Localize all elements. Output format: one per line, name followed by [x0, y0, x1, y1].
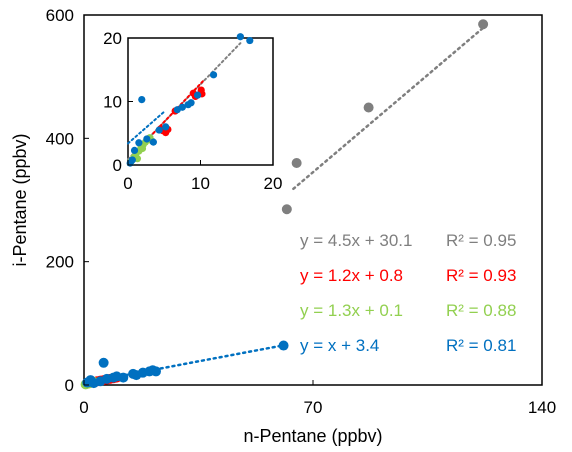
r-squared-green: R² = 0.88	[446, 301, 516, 320]
inset-y-tick-label: 10	[103, 93, 122, 112]
inset-tick-labels: 0 10 20 0 10 20	[103, 29, 282, 193]
inset-plot-frame	[127, 37, 274, 166]
inset-point-blue-6	[149, 138, 157, 146]
main-point-blue-14	[150, 366, 161, 377]
equation-blue: y = x + 3.4	[300, 336, 379, 355]
inset-point-blue-10	[178, 103, 186, 111]
main-data-points	[80, 19, 489, 390]
main-y-tick-label: 200	[46, 253, 74, 272]
inset-point-blue-1	[128, 156, 136, 164]
inset-point-blue-5	[143, 135, 151, 143]
main-point-gray-1	[291, 158, 302, 168]
inset-x-tick-label: 10	[191, 174, 210, 193]
inset-x-tick-label: 0	[123, 174, 132, 193]
r-squared-blue: R² = 0.81	[446, 336, 516, 355]
inset-point-blue-4	[138, 95, 146, 104]
inset-x-tick-label: 20	[264, 174, 283, 193]
inset-point-blue-14	[209, 71, 218, 79]
inset-point-blue-15	[236, 33, 244, 41]
inset-fit-line-blue	[127, 110, 166, 145]
inset-point-blue-16	[246, 36, 254, 45]
main-point-gray-2	[363, 102, 374, 113]
main-fit-line-gray	[292, 26, 485, 191]
main-point-gray-0	[281, 204, 292, 215]
main-point-gray-3	[478, 19, 489, 30]
equation-green: y = 1.3x + 0.1	[300, 301, 403, 320]
inset-point-blue-7	[155, 126, 163, 134]
main-point-blue-8	[118, 372, 129, 383]
main-point-blue-4	[98, 357, 109, 368]
inset-point-blue-8	[162, 123, 170, 131]
inset-point-blue-12	[187, 99, 195, 107]
inset-point-blue-2	[130, 146, 139, 154]
main-y-tick-label: 600	[46, 6, 74, 25]
main-point-blue-15	[278, 340, 289, 351]
inset-y-tick-label: 20	[103, 29, 122, 48]
x-axis-title: n-Pentane (ppbv)	[243, 426, 382, 446]
inset-point-green-10	[138, 144, 147, 153]
inset-point-blue-13	[194, 91, 202, 99]
main-fit-line-blue	[82, 344, 285, 385]
equation-red: y = 1.2x + 0.8	[300, 266, 403, 285]
main-x-tick-label: 140	[528, 398, 556, 417]
r-squared-gray: R² = 0.95	[446, 231, 516, 250]
r-squared-red: R² = 0.93	[446, 266, 516, 285]
inset-point-blue-3	[135, 139, 143, 147]
equation-gray: y = 4.5x + 30.1	[300, 231, 412, 250]
y-axis-title: i-Pentane (ppbv)	[10, 133, 30, 266]
main-x-tick-label: 0	[79, 398, 88, 417]
main-x-tick-label: 70	[304, 398, 323, 417]
inset-y-tick-label: 0	[113, 156, 122, 175]
main-y-tick-label: 400	[46, 129, 74, 148]
fit-equations: y = 4.5x + 30.1 R² = 0.95 y = 1.2x + 0.8 R²…	[300, 231, 516, 355]
inset-plot: 0 10 20 0 10 20	[103, 29, 282, 193]
main-y-tick-label: 0	[65, 376, 74, 395]
